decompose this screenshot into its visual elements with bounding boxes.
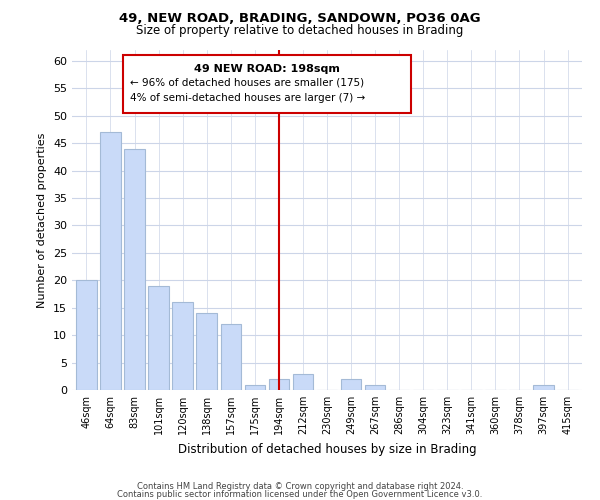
Text: ← 96% of detached houses are smaller (175): ← 96% of detached houses are smaller (17… [130, 78, 364, 88]
Text: Contains public sector information licensed under the Open Government Licence v3: Contains public sector information licen… [118, 490, 482, 499]
Bar [293, 374, 313, 390]
Bar [365, 384, 385, 390]
Bar [148, 286, 169, 390]
Text: 49 NEW ROAD: 198sqm: 49 NEW ROAD: 198sqm [194, 64, 340, 74]
FancyBboxPatch shape [122, 56, 411, 113]
Bar [124, 148, 145, 390]
Text: 4% of semi-detached houses are larger (7) →: 4% of semi-detached houses are larger (7… [130, 93, 365, 103]
Bar [221, 324, 241, 390]
Bar [196, 313, 217, 390]
Text: Contains HM Land Registry data © Crown copyright and database right 2024.: Contains HM Land Registry data © Crown c… [137, 482, 463, 491]
Bar [76, 280, 97, 390]
Text: 49, NEW ROAD, BRADING, SANDOWN, PO36 0AG: 49, NEW ROAD, BRADING, SANDOWN, PO36 0AG [119, 12, 481, 26]
Bar [341, 379, 361, 390]
Bar [533, 384, 554, 390]
Bar [245, 384, 265, 390]
X-axis label: Distribution of detached houses by size in Brading: Distribution of detached houses by size … [178, 442, 476, 456]
Bar [172, 302, 193, 390]
Bar [269, 379, 289, 390]
Y-axis label: Number of detached properties: Number of detached properties [37, 132, 47, 308]
Text: Size of property relative to detached houses in Brading: Size of property relative to detached ho… [136, 24, 464, 37]
Bar [100, 132, 121, 390]
